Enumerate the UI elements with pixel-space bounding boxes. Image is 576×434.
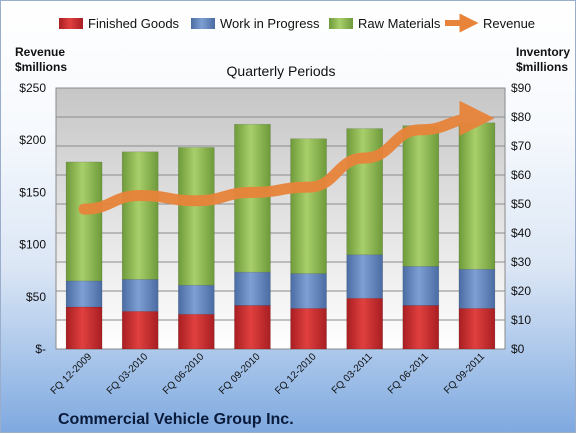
legend-swatch-work-in-progress bbox=[191, 18, 215, 29]
legend-label-revenue: Revenue bbox=[483, 16, 535, 31]
left-axis-title-line1: Revenue bbox=[15, 45, 65, 59]
bar-finished-goods bbox=[346, 297, 383, 350]
bar-work-in-progress bbox=[402, 266, 440, 306]
legend-label-finished-goods: Finished Goods bbox=[88, 16, 180, 31]
left-axis-ticks: $- $50 $100 $150 $200 $250 bbox=[19, 81, 46, 356]
bar-work-in-progress bbox=[178, 284, 215, 315]
bar-work-in-progress bbox=[121, 279, 159, 312]
revenue-line bbox=[78, 100, 495, 215]
bar-work-in-progress bbox=[458, 268, 496, 309]
left-axis-title-line2: $millions bbox=[15, 60, 67, 74]
bar-work-in-progress bbox=[346, 254, 383, 299]
bar-work-in-progress bbox=[234, 271, 271, 306]
bar-raw-materials bbox=[458, 122, 496, 270]
right-axis-tick: $60 bbox=[511, 168, 531, 182]
bar-finished-goods bbox=[458, 308, 496, 350]
right-axis-title-line2: $millions bbox=[516, 60, 568, 74]
bar-finished-goods bbox=[65, 306, 103, 350]
right-axis-tick: $70 bbox=[511, 139, 531, 153]
company-name: Commercial Vehicle Group Inc. bbox=[58, 411, 294, 428]
bar-finished-goods bbox=[234, 305, 271, 350]
bar-raw-materials bbox=[65, 161, 103, 282]
x-axis-tick: FQ 03-2010 bbox=[105, 351, 151, 397]
right-axis-tick: $0 bbox=[511, 342, 525, 356]
left-axis-tick: $200 bbox=[19, 133, 46, 147]
legend-swatch-finished-goods bbox=[59, 18, 83, 29]
right-axis-tick: $90 bbox=[511, 81, 531, 95]
left-axis-tick: $100 bbox=[19, 238, 46, 252]
left-axis-tick: $150 bbox=[19, 185, 46, 199]
bar-raw-materials bbox=[178, 147, 215, 286]
bar-raw-materials bbox=[402, 125, 440, 267]
right-axis-tick: $10 bbox=[511, 313, 531, 327]
bar-raw-materials bbox=[346, 128, 383, 256]
right-axis-tick: $30 bbox=[511, 255, 531, 269]
revenue-line-group bbox=[78, 100, 495, 215]
bar-work-in-progress bbox=[65, 280, 103, 308]
x-axis-tick: FQ 03-2011 bbox=[330, 351, 375, 396]
right-axis-tick: $50 bbox=[511, 197, 531, 211]
bar-raw-materials bbox=[290, 138, 327, 274]
legend-label-raw-materials: Raw Materials bbox=[358, 16, 441, 31]
bar-raw-materials bbox=[121, 151, 159, 280]
bar-finished-goods bbox=[178, 313, 215, 350]
left-axis-tick: $250 bbox=[19, 81, 46, 95]
x-axis-ticks: FQ 12-2009 FQ 03-2010 FQ 06-2010 FQ 09-2010… bbox=[49, 351, 488, 397]
right-axis-ticks: $0 $10 $20 $30 $40 $50 $60 $70 $80 $90 bbox=[511, 81, 531, 356]
bar-work-in-progress bbox=[290, 273, 327, 309]
x-axis-tick: FQ 12-2009 bbox=[49, 351, 95, 397]
left-axis-tick: $50 bbox=[26, 290, 46, 304]
right-axis-tick: $20 bbox=[511, 284, 531, 298]
bars bbox=[65, 122, 496, 350]
x-axis-tick: FQ 09-2010 bbox=[217, 351, 263, 397]
right-axis-tick: $40 bbox=[511, 226, 531, 240]
x-axis-tick: FQ 06-2010 bbox=[161, 351, 207, 397]
bar-finished-goods bbox=[290, 308, 327, 350]
left-axis-tick: $- bbox=[35, 342, 46, 356]
plot-title: Quarterly Periods bbox=[227, 63, 336, 79]
legend: Finished Goods Work in Progress Raw Mate… bbox=[59, 13, 535, 33]
x-axis-tick: FQ 06-2011 bbox=[386, 351, 431, 396]
right-axis-title-line1: Inventory bbox=[516, 45, 570, 59]
x-axis-tick: FQ 09-2011 bbox=[442, 351, 487, 396]
x-axis-tick: FQ 12-2010 bbox=[273, 351, 319, 397]
legend-label-work-in-progress: Work in Progress bbox=[220, 16, 320, 31]
bar-finished-goods bbox=[402, 305, 440, 350]
bar-finished-goods bbox=[121, 310, 159, 350]
legend-swatch-raw-materials bbox=[329, 18, 353, 29]
right-axis-tick: $80 bbox=[511, 110, 531, 124]
